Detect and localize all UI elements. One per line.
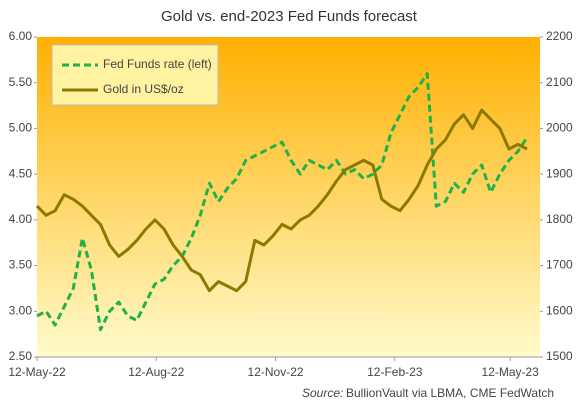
x-tick-label: 12-May-23 <box>482 365 540 379</box>
y-tick-label: 4.50 <box>9 166 33 180</box>
y-tick-label: 2.50 <box>9 349 33 363</box>
y2-tick-label: 1900 <box>546 166 573 180</box>
y2-tick-label: 2000 <box>546 121 573 135</box>
x-tick-label: 12-Feb-23 <box>367 365 423 379</box>
y-tick-label: 5.50 <box>9 75 33 89</box>
series-line <box>35 108 528 293</box>
y2-tick-label: 1600 <box>546 303 573 317</box>
y2-tick-label: 1500 <box>546 349 573 363</box>
legend-label: Gold in US$/oz <box>103 82 184 96</box>
y-tick-label: 5.00 <box>9 121 33 135</box>
y-tick-label: 3.00 <box>9 303 33 317</box>
y2-tick-label: 1700 <box>546 258 573 272</box>
y-tick-label: 3.50 <box>9 258 33 272</box>
y-tick-label: 6.00 <box>9 29 33 43</box>
legend <box>51 44 219 106</box>
x-tick-label: 12-Nov-22 <box>248 365 304 379</box>
source: BullionVault via LBMA, CME FedWatch <box>346 386 554 400</box>
x-tick-label: 12-May-22 <box>8 365 66 379</box>
legend-label: Fed Funds rate (left) <box>103 57 212 71</box>
y2-tick-label: 2100 <box>546 75 573 89</box>
y2-tick-label: 2200 <box>546 29 573 43</box>
series-line <box>36 72 529 332</box>
x-tick-label: 12-Aug-22 <box>128 365 184 379</box>
source-label: Source: <box>302 386 343 400</box>
y2-tick-label: 1800 <box>546 212 573 226</box>
chart-title: Gold vs. end-2023 Fed Funds forecast <box>161 8 418 25</box>
y-tick-label: 4.00 <box>9 212 33 226</box>
